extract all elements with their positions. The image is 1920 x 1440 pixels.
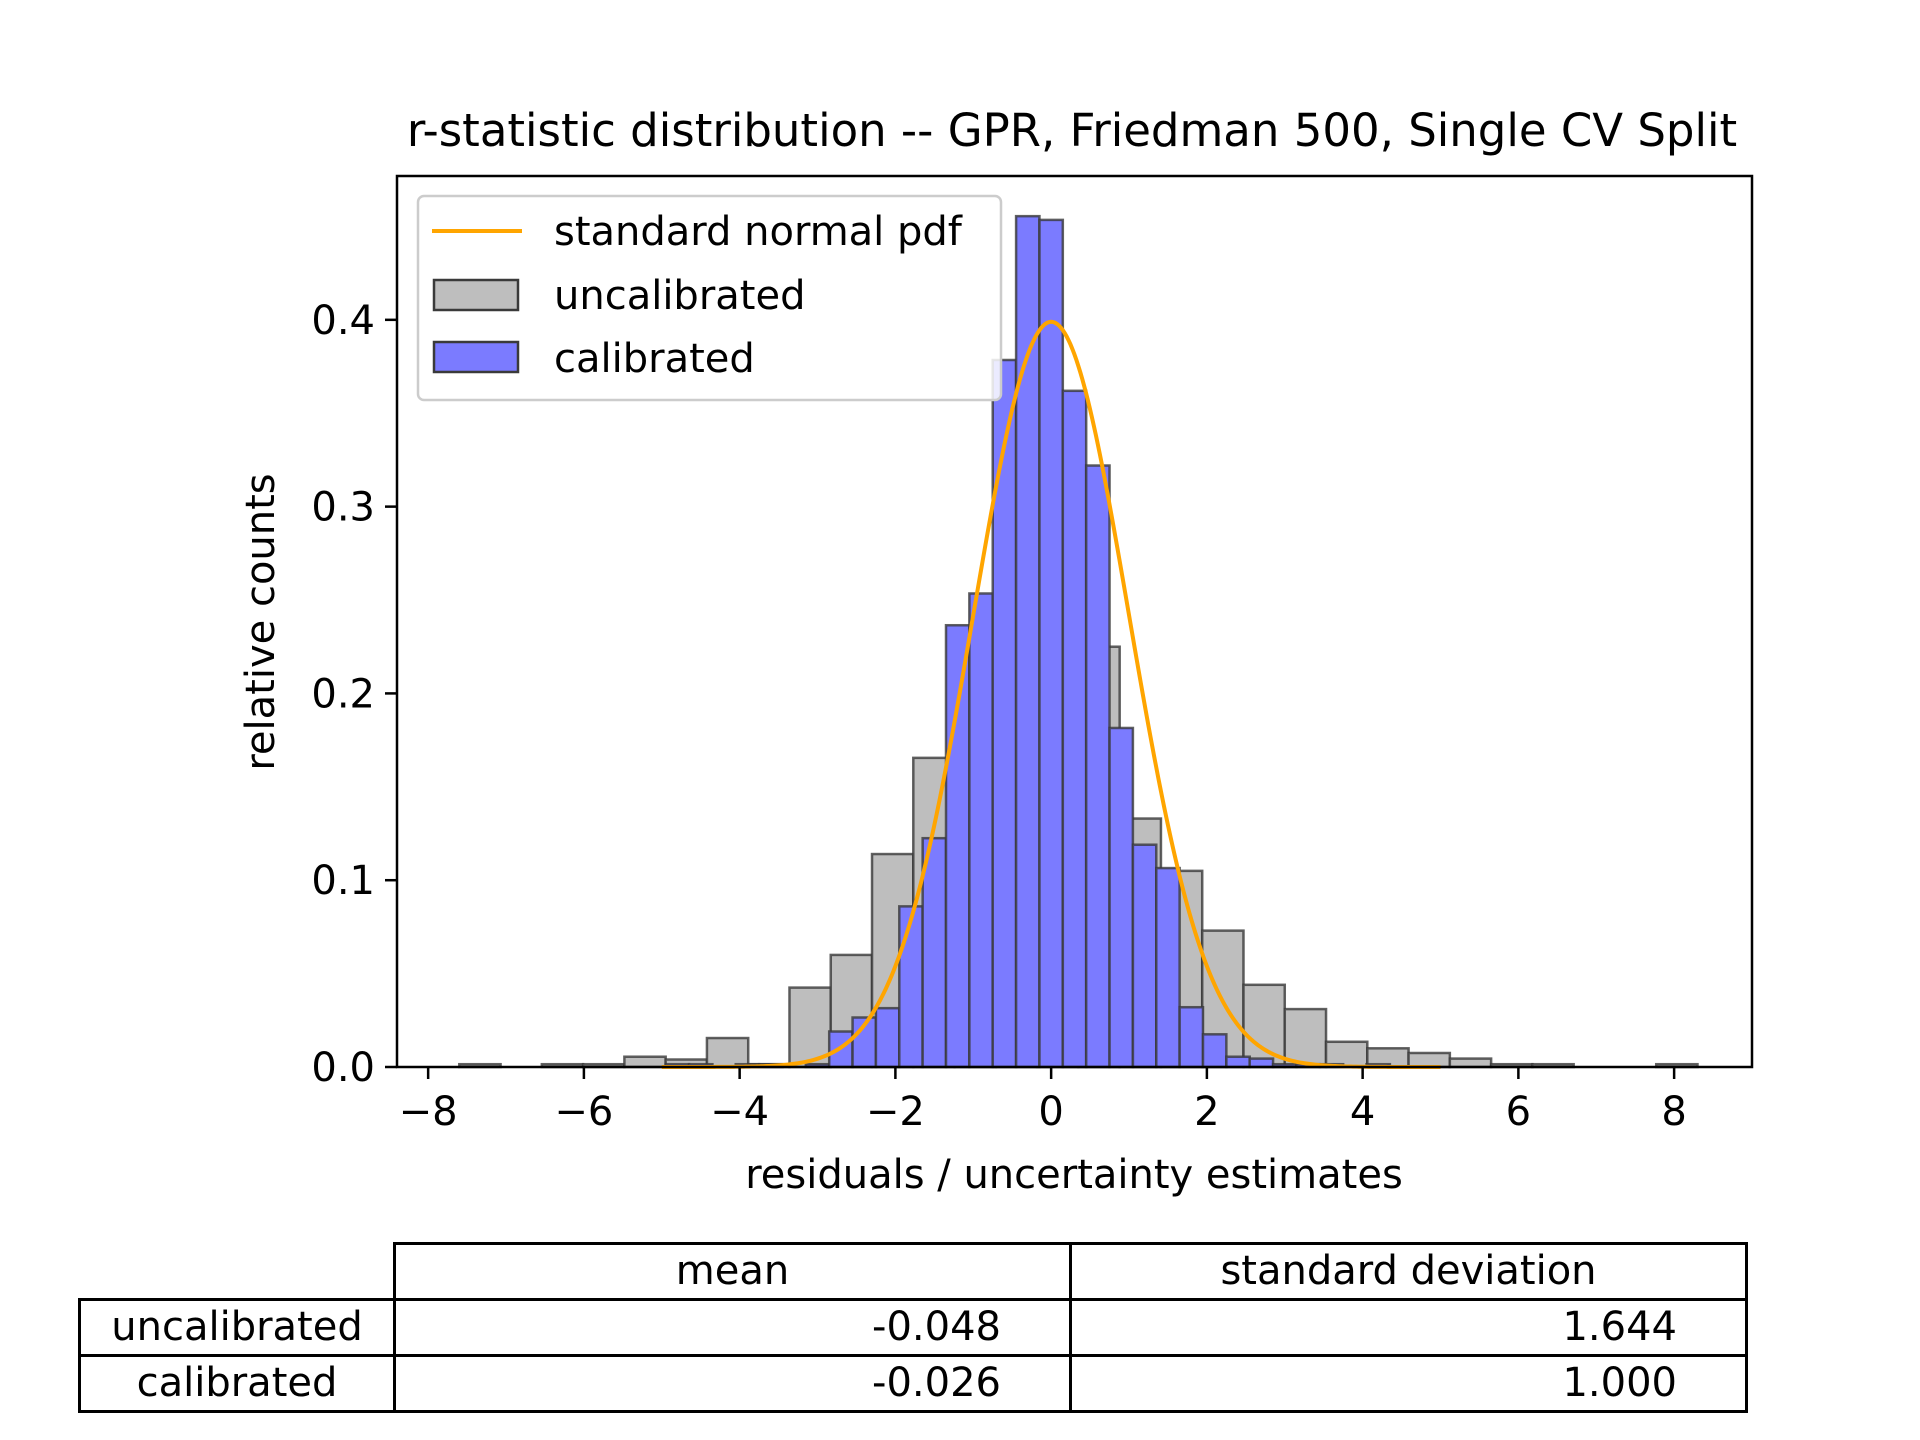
histogram-chart: r-statistic distribution -- GPR, Friedma… xyxy=(238,104,1754,1198)
x-axis-label: residuals / uncertainty estimates xyxy=(745,1152,1403,1198)
table-row: calibrated -0.026 1.000 xyxy=(78,1354,1748,1413)
table-row-label: calibrated xyxy=(78,1354,396,1413)
table-row-label: uncalibrated xyxy=(78,1298,396,1357)
uncalibrated-bar xyxy=(705,1036,750,1069)
y-axis-label: relative counts xyxy=(238,473,284,770)
table-header-std: standard deviation xyxy=(1069,1242,1748,1301)
calibrated-bar xyxy=(1038,218,1065,1069)
calibrated-bar xyxy=(1201,1033,1228,1069)
table-cell-mean: -0.026 xyxy=(393,1354,1072,1413)
table-cell-mean: -0.048 xyxy=(393,1298,1072,1357)
calibrated-bar xyxy=(874,1006,901,1069)
calibrated-bar xyxy=(1131,843,1158,1069)
x-tick-label: 6 xyxy=(1506,1089,1531,1135)
calibrated-bar xyxy=(1178,1005,1205,1069)
uncalibrated-bar xyxy=(623,1055,667,1069)
calibrated-bar xyxy=(968,592,994,1069)
legend-uncalibrated-swatch xyxy=(432,278,520,312)
x-tick-label: 2 xyxy=(1194,1089,1219,1135)
uncalibrated-bar xyxy=(1448,1057,1493,1069)
table-header-mean: mean xyxy=(393,1242,1072,1301)
uncalibrated-bar xyxy=(1407,1051,1452,1069)
table-row: uncalibrated -0.048 1.644 xyxy=(78,1298,1748,1357)
chart-title: r-statistic distribution -- GPR, Friedma… xyxy=(407,104,1737,157)
x-tick-label: −4 xyxy=(710,1089,769,1135)
calibrated-bar xyxy=(1248,1057,1275,1069)
table-cell-std: 1.644 xyxy=(1069,1298,1748,1357)
calibrated-bar xyxy=(1155,866,1181,1069)
calibrated-bar xyxy=(1084,464,1111,1069)
x-tick-label: −2 xyxy=(866,1089,925,1135)
calibrated-bar xyxy=(921,836,948,1069)
legend-box xyxy=(416,194,1003,402)
standard-normal-pdf-line xyxy=(661,319,1441,1069)
x-tick-label: −8 xyxy=(399,1089,458,1135)
x-tick-label: 0 xyxy=(1038,1089,1063,1135)
y-tick-label: 0.1 xyxy=(311,858,375,904)
calibrated-bar xyxy=(1225,1055,1251,1069)
x-tick-label: 8 xyxy=(1661,1089,1686,1135)
table-corner-cell xyxy=(79,1243,396,1301)
uncalibrated-bar xyxy=(1283,1007,1328,1069)
calibrated-bar xyxy=(1061,389,1088,1069)
table-cell-std: 1.000 xyxy=(1069,1354,1748,1413)
y-tick-label: 0.0 xyxy=(311,1045,375,1091)
calibrated-bar xyxy=(991,358,1018,1069)
statistics-table: mean standard deviation uncalibrated -0.… xyxy=(78,1242,1748,1413)
x-axis-ticks: −8 −6 −4 −2 0 2 4 6 8 xyxy=(399,1067,1687,1135)
legend-pdf-label: standard normal pdf xyxy=(554,209,963,255)
legend-calibrated-swatch xyxy=(432,340,520,374)
y-axis-ticks: 0.0 0.1 0.2 0.3 0.4 xyxy=(311,298,397,1091)
legend-uncalibrated-label: uncalibrated xyxy=(554,273,805,319)
x-tick-label: −6 xyxy=(554,1089,613,1135)
legend-calibrated-label: calibrated xyxy=(554,336,755,382)
plot-frame xyxy=(395,174,1754,1069)
y-tick-label: 0.2 xyxy=(311,671,375,717)
y-tick-label: 0.3 xyxy=(311,485,375,531)
y-tick-label: 0.4 xyxy=(311,298,375,344)
calibrated-bar xyxy=(1108,726,1135,1069)
calibrated-bar xyxy=(944,623,971,1069)
calibrated-bar xyxy=(898,905,924,1069)
legend: standard normal pdf uncalibrated calibra… xyxy=(416,194,1003,402)
x-tick-label: 4 xyxy=(1350,1089,1375,1135)
calibrated-bar xyxy=(1014,214,1041,1069)
table-header-row: mean standard deviation xyxy=(79,1242,1748,1301)
uncalibrated-bar xyxy=(1242,983,1287,1069)
